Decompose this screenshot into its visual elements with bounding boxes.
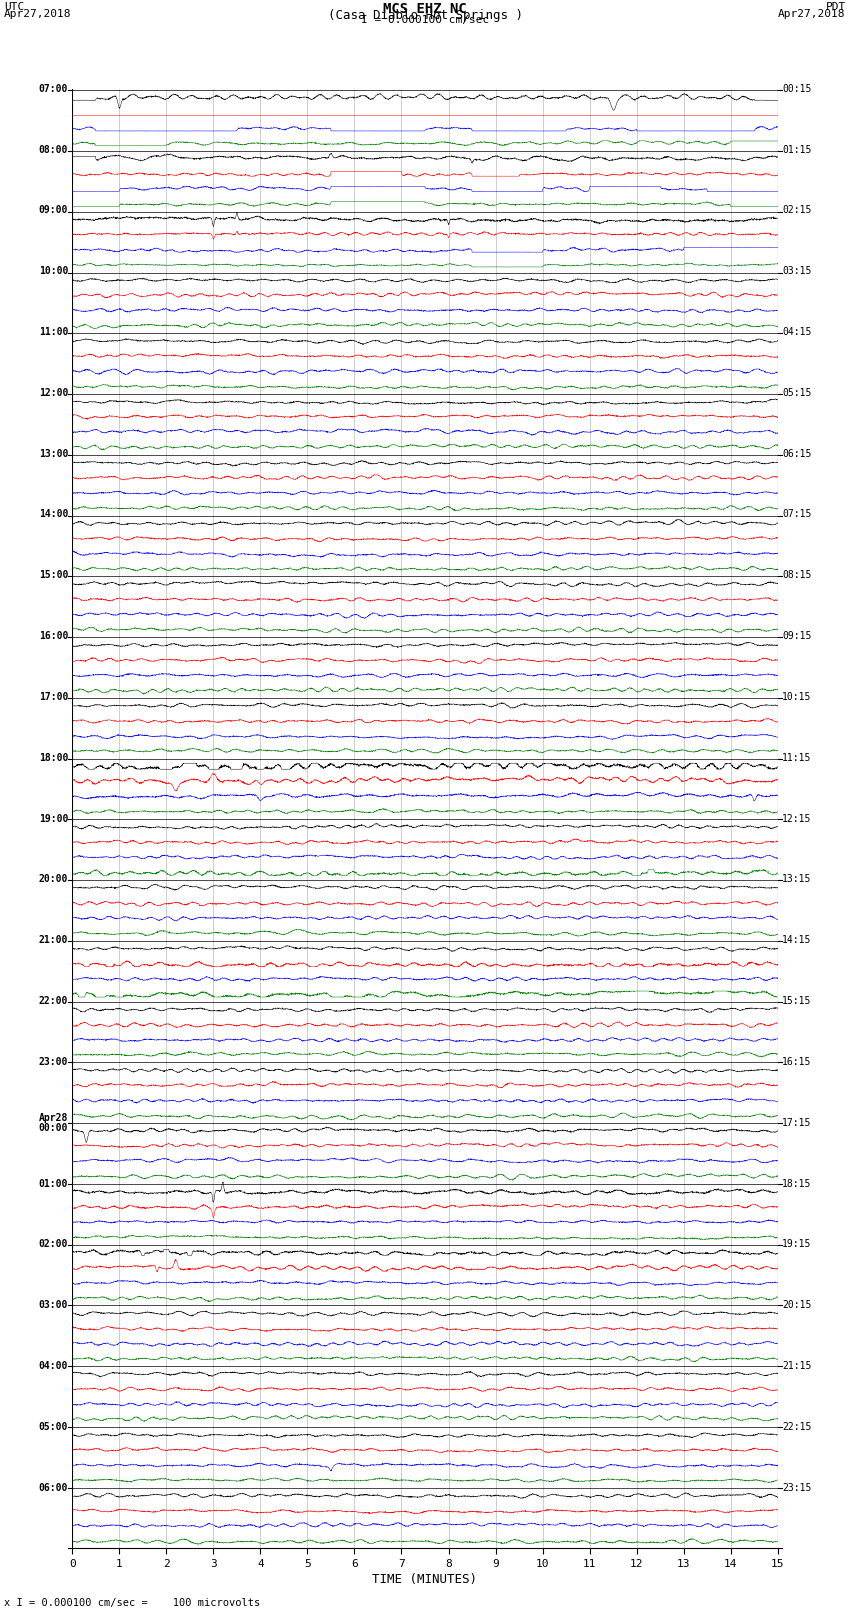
Text: 18:00: 18:00: [38, 753, 68, 763]
X-axis label: TIME (MINUTES): TIME (MINUTES): [372, 1573, 478, 1586]
Text: (Casa Diablo Hot Springs ): (Casa Diablo Hot Springs ): [327, 10, 523, 23]
Text: 06:00: 06:00: [38, 1482, 68, 1492]
Text: UTC: UTC: [4, 3, 25, 13]
Text: Apr27,2018: Apr27,2018: [4, 10, 71, 19]
Text: Apr28: Apr28: [38, 1113, 68, 1123]
Text: 18:15: 18:15: [782, 1179, 812, 1189]
Text: 02:00: 02:00: [38, 1239, 68, 1250]
Text: 11:00: 11:00: [38, 327, 68, 337]
Text: 16:15: 16:15: [782, 1057, 812, 1066]
Text: 00:15: 00:15: [782, 84, 812, 94]
Text: 06:15: 06:15: [782, 448, 812, 458]
Text: 12:00: 12:00: [38, 387, 68, 398]
Text: 03:15: 03:15: [782, 266, 812, 276]
Text: 15:15: 15:15: [782, 997, 812, 1007]
Text: 04:00: 04:00: [38, 1361, 68, 1371]
Text: 11:15: 11:15: [782, 753, 812, 763]
Text: MCS EHZ NC: MCS EHZ NC: [383, 3, 467, 16]
Text: 10:15: 10:15: [782, 692, 812, 702]
Text: x I = 0.000100 cm/sec =    100 microvolts: x I = 0.000100 cm/sec = 100 microvolts: [4, 1598, 260, 1608]
Text: 15:00: 15:00: [38, 571, 68, 581]
Text: 13:15: 13:15: [782, 874, 812, 884]
Text: 05:15: 05:15: [782, 387, 812, 398]
Text: 04:15: 04:15: [782, 327, 812, 337]
Text: 23:15: 23:15: [782, 1482, 812, 1492]
Text: 10:00: 10:00: [38, 266, 68, 276]
Text: 05:00: 05:00: [38, 1421, 68, 1432]
Text: 17:00: 17:00: [38, 692, 68, 702]
Text: 07:15: 07:15: [782, 510, 812, 519]
Text: PDT: PDT: [825, 3, 846, 13]
Text: 14:00: 14:00: [38, 510, 68, 519]
Text: 00:00: 00:00: [38, 1123, 68, 1132]
Text: Apr27,2018: Apr27,2018: [779, 10, 846, 19]
Text: 21:00: 21:00: [38, 936, 68, 945]
Text: I = 0.000100 cm/sec: I = 0.000100 cm/sec: [361, 16, 489, 26]
Text: 19:00: 19:00: [38, 813, 68, 824]
Text: 16:00: 16:00: [38, 631, 68, 640]
Text: 09:15: 09:15: [782, 631, 812, 640]
Text: 22:00: 22:00: [38, 997, 68, 1007]
Text: 20:00: 20:00: [38, 874, 68, 884]
Text: 01:00: 01:00: [38, 1179, 68, 1189]
Text: 03:00: 03:00: [38, 1300, 68, 1310]
Text: 20:15: 20:15: [782, 1300, 812, 1310]
Text: 22:15: 22:15: [782, 1421, 812, 1432]
Text: 12:15: 12:15: [782, 813, 812, 824]
Text: 08:15: 08:15: [782, 571, 812, 581]
Text: 02:15: 02:15: [782, 205, 812, 216]
Text: 17:15: 17:15: [782, 1118, 812, 1127]
Text: 19:15: 19:15: [782, 1239, 812, 1250]
Text: 23:00: 23:00: [38, 1057, 68, 1066]
Text: 21:15: 21:15: [782, 1361, 812, 1371]
Text: 01:15: 01:15: [782, 145, 812, 155]
Text: 13:00: 13:00: [38, 448, 68, 458]
Text: 07:00: 07:00: [38, 84, 68, 94]
Text: 09:00: 09:00: [38, 205, 68, 216]
Text: 14:15: 14:15: [782, 936, 812, 945]
Text: 08:00: 08:00: [38, 145, 68, 155]
